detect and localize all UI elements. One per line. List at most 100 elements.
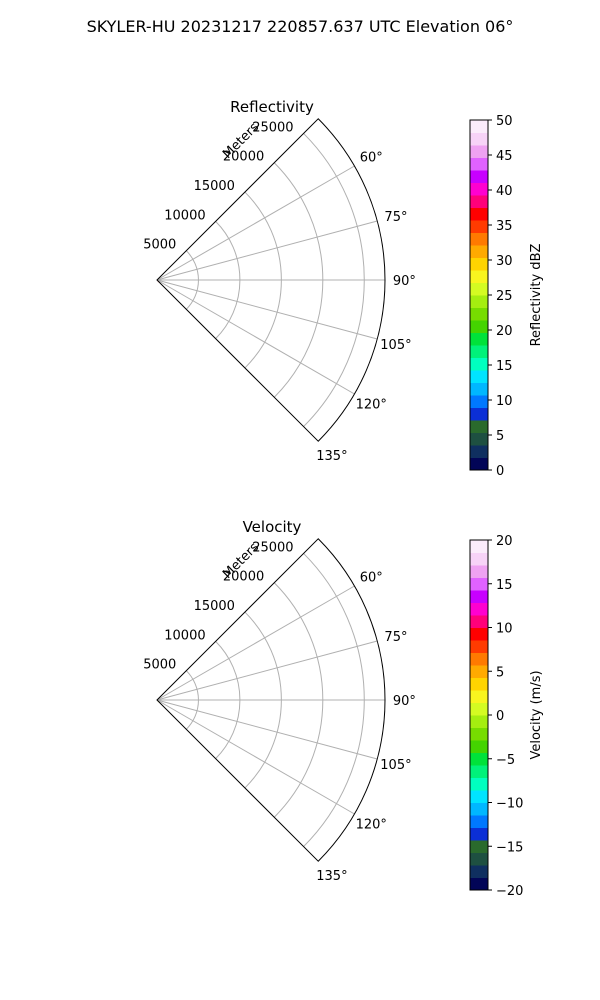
colorbar-swatch (470, 865, 488, 878)
range-tick-label: 10000 (164, 628, 205, 643)
colorbar-tick-label: 50 (496, 114, 513, 129)
sector-frame (156, 538, 386, 862)
azimuth-tick-label: 75° (384, 630, 407, 645)
colorbar-swatch (470, 370, 488, 383)
colorbar-swatch (470, 877, 488, 891)
azimuth-tick-label: 90° (393, 694, 416, 709)
colorbar-swatch (470, 195, 488, 208)
colorbar-swatch (470, 220, 488, 233)
colorbar-swatch (470, 702, 488, 716)
colorbar-swatch (470, 815, 488, 828)
colorbar-swatch (470, 690, 488, 703)
colorbar-swatch (470, 395, 488, 408)
colorbar-swatch (470, 257, 488, 271)
colorbar-tick-label: 40 (496, 184, 513, 199)
colorbar-tick-label: 35 (496, 219, 513, 234)
azimuth-gridline (156, 699, 378, 760)
azimuth-gridline (156, 640, 378, 701)
colorbar-tick-label: 20 (496, 534, 513, 549)
azimuth-gridline (156, 165, 355, 281)
azimuth-tick-label: 105° (380, 338, 411, 353)
colorbar-swatch (470, 552, 488, 566)
colorbar-swatch (470, 765, 488, 778)
colorbar-tick-label: 0 (496, 464, 504, 479)
colorbar-swatch (470, 677, 488, 691)
range-tick-label: 10000 (164, 208, 205, 223)
range-tick-label: 15000 (194, 599, 235, 614)
colorbar-swatch (470, 307, 488, 321)
colorbar-tick-label: 15 (496, 359, 513, 374)
colorbar-swatch (470, 357, 488, 371)
colorbar-tick-label: 15 (496, 578, 513, 593)
colorbar-swatch (470, 432, 488, 446)
reflectivity-panel: Reflectivity60°75°90°105°120°135°5000100… (0, 50, 544, 510)
colorbar-tick-label: 0 (496, 709, 504, 724)
colorbar-tick-label: −5 (496, 753, 515, 768)
azimuth-tick-label: 60° (360, 150, 383, 165)
colorbar-swatch (470, 665, 488, 678)
colorbar-swatch (470, 790, 488, 803)
colorbar-swatch (470, 320, 488, 333)
colorbar-tick-label: 5 (496, 665, 504, 680)
colorbar-swatch (470, 120, 488, 133)
colorbar-swatch (470, 345, 488, 358)
azimuth-gridline (156, 279, 378, 340)
azimuth-gridline (156, 279, 355, 395)
range-tick-label: 5000 (143, 238, 176, 253)
colorbar-swatch (470, 627, 488, 641)
colorbar-swatch (470, 752, 488, 766)
azimuth-tick-label: 135° (316, 869, 347, 884)
colorbar-tick-label: 20 (496, 324, 513, 339)
azimuth-gridline (156, 585, 355, 701)
colorbar-label: Reflectivity dBZ (529, 244, 544, 347)
colorbar-label: Velocity (m/s) (529, 670, 544, 759)
colorbar-swatch (470, 740, 488, 753)
colorbar-swatch (470, 245, 488, 258)
colorbar-swatch (470, 727, 488, 741)
colorbar-swatch (470, 840, 488, 853)
range-tick-label: 20000 (223, 570, 264, 585)
colorbar-swatch (470, 540, 488, 553)
velocity-colorbar: −20 −15 −10 −5 0 5 10 15 20 Velocity (m/s) (469, 534, 544, 899)
azimuth-tick-label: 60° (360, 570, 383, 585)
colorbar-tick-label: 30 (496, 254, 513, 269)
figure-title: SKYLER-HU 20231217 220857.637 UTC Elevat… (87, 17, 514, 36)
colorbar-swatch (470, 332, 488, 346)
colorbar-swatch (470, 207, 488, 221)
colorbar-tick-label: 25 (496, 289, 513, 304)
sector-frame (156, 118, 386, 442)
azimuth-gridline (156, 699, 355, 815)
range-tick-label: 20000 (223, 150, 264, 165)
colorbar-tick-label: −20 (496, 884, 523, 899)
azimuth-tick-label: 90° (393, 274, 416, 289)
colorbar-swatch (470, 420, 488, 433)
colorbar-swatch (470, 170, 488, 183)
colorbar-tick-label: −10 (496, 797, 523, 812)
colorbar-swatch (470, 445, 488, 458)
colorbar-swatch (470, 282, 488, 296)
colorbar-swatch (470, 145, 488, 158)
colorbar-swatch (470, 827, 488, 841)
colorbar-swatch (470, 382, 488, 396)
azimuth-tick-label: 120° (356, 818, 387, 833)
colorbar-tick-label: −15 (496, 840, 523, 855)
colorbar-swatch (470, 157, 488, 171)
azimuth-tick-label: 120° (356, 398, 387, 413)
reflectivity-colorbar: 0 5 10 15 20 25 30 35 40 45 50 Reflectivity dBZ (469, 114, 544, 479)
colorbar-swatch (470, 640, 488, 653)
colorbar-swatch (470, 132, 488, 146)
colorbar-swatch (470, 232, 488, 246)
colorbar-swatch (470, 270, 488, 283)
colorbar-swatch (470, 852, 488, 866)
colorbar-swatch (470, 615, 488, 628)
colorbar-swatch (470, 457, 488, 471)
colorbar-swatch (470, 565, 488, 578)
colorbar-swatch (470, 802, 488, 816)
colorbar-tick-label: 45 (496, 149, 513, 164)
range-tick-label: 5000 (143, 658, 176, 673)
azimuth-tick-label: 105° (380, 758, 411, 773)
colorbar-swatch (470, 652, 488, 666)
colorbar-swatch (470, 777, 488, 791)
colorbar-swatch (470, 182, 488, 196)
